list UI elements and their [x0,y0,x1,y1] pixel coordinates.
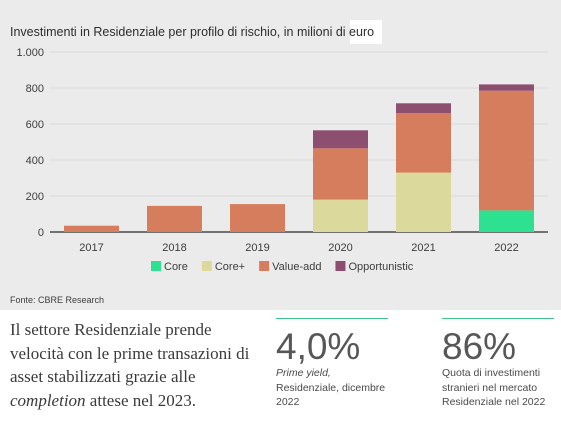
kpi-description-rest: Quota di investimenti stranieri nel merc… [442,367,546,408]
bar-core- [313,199,368,232]
summary-end: attese nel 2023. [85,390,197,410]
title-highlight-box [350,20,382,44]
bar-opportunistic [313,130,368,149]
summary-emphasis: completion [10,390,86,410]
y-tick-label: 0 [38,227,44,239]
x-tick-label: 2021 [411,242,435,254]
bar-opportunistic [396,103,451,114]
source-note: Fonte: CBRE Research [10,295,105,305]
bar-value-add [396,113,451,173]
x-tick-label: 2020 [328,242,352,254]
chart-title: Investimenti in Residenziale per profilo… [10,25,375,39]
legend-label: Core [164,261,188,273]
x-tick-label: 2017 [79,242,103,254]
legend-label: Value-add [272,261,321,273]
bar-value-add [64,225,119,232]
stacked-bar-chart: 0 200 400 600 800 1.000 2017 2018 2019 2020 2021 20… [16,47,548,273]
y-tick-label: 800 [26,83,44,95]
kpi-description-em: Prime yield, [276,367,331,379]
x-tick-label: 2019 [245,242,269,254]
legend-swatch [259,261,270,271]
y-tick-label: 1.000 [16,47,44,59]
x-tick-label: 2018 [162,242,186,254]
legend-label: Core+ [215,261,245,273]
y-tick-label: 400 [26,155,44,167]
kpi-value: 4,0% [276,326,361,367]
bar-value-add [313,148,368,200]
kpi-description: Prime yield, Residenziale, dicembre 2022 [276,366,401,410]
y-tick-label: 200 [26,191,44,203]
summary-main: Il settore Residenziale prende velocità … [10,320,250,386]
legend-label: Opportunistic [348,261,413,273]
kpi-divider [276,318,388,319]
legend-swatch [201,261,212,271]
legend-swatch [151,261,161,271]
bar-value-add [230,204,285,232]
kpi-description-rest: Residenziale, dicembre 2022 [276,381,386,409]
legend-swatch [335,261,346,271]
bar-core- [396,172,451,232]
x-tick-label: 2022 [494,242,518,254]
kpi-value: 86% [442,326,517,367]
bar-value-add [147,205,202,232]
kpi-divider [442,318,554,319]
bar-value-add [479,90,534,211]
summary-text: Il settore Residenziale prende velocità … [10,318,255,412]
bar-opportunistic [479,84,534,91]
y-tick-label: 600 [26,119,44,131]
kpi-description: Quota di investimenti stranieri nel merc… [442,366,561,410]
bar-core [479,210,534,232]
